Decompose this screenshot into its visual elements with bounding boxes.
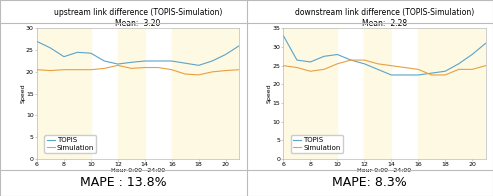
- TOPIS: [128, 61, 134, 64]
- Simulation: [415, 68, 421, 71]
- TOPIS: [182, 62, 188, 64]
- TOPIS: [74, 51, 80, 54]
- Simulation: [375, 63, 381, 65]
- TOPIS: [209, 60, 215, 62]
- Title: upstream link difference (TOPIS-Simulation)
Mean: -3.20: upstream link difference (TOPIS-Simulati…: [54, 8, 222, 28]
- Text: 상행: 상행: [114, 4, 133, 19]
- Simulation: [47, 69, 53, 72]
- Simulation: [61, 69, 67, 71]
- Bar: [37, 28, 91, 159]
- TOPIS: [142, 60, 148, 62]
- Simulation: [348, 59, 354, 61]
- TOPIS: [361, 63, 367, 65]
- TOPIS: [334, 53, 340, 56]
- TOPIS: [34, 40, 40, 43]
- TOPIS: [402, 74, 408, 76]
- TOPIS: [155, 60, 161, 62]
- Simulation: [142, 66, 148, 69]
- Simulation: [155, 66, 161, 69]
- Simulation: [169, 69, 175, 71]
- Line: TOPIS: TOPIS: [283, 36, 486, 75]
- TOPIS: [375, 68, 381, 71]
- Bar: [118, 28, 145, 159]
- TOPIS: [47, 47, 53, 49]
- TOPIS: [88, 52, 94, 54]
- Simulation: [483, 64, 489, 67]
- Simulation: [128, 67, 134, 70]
- Simulation: [281, 64, 286, 67]
- TOPIS: [483, 42, 489, 44]
- Simulation: [402, 66, 408, 69]
- Simulation: [294, 66, 300, 69]
- TOPIS: [456, 63, 461, 65]
- Simulation: [442, 74, 448, 76]
- TOPIS: [308, 61, 314, 63]
- X-axis label: Hour 0:00~24:00: Hour 0:00~24:00: [111, 168, 165, 173]
- Y-axis label: Speed: Speed: [20, 84, 25, 103]
- Simulation: [223, 69, 229, 72]
- Simulation: [456, 68, 461, 71]
- TOPIS: [115, 63, 121, 65]
- Simulation: [321, 68, 327, 71]
- TOPIS: [429, 72, 435, 74]
- Line: Simulation: Simulation: [283, 60, 486, 75]
- TOPIS: [236, 45, 242, 47]
- Y-axis label: Speed: Speed: [267, 84, 272, 103]
- TOPIS: [223, 53, 229, 56]
- Simulation: [102, 67, 107, 70]
- Legend: TOPIS, Simulation: TOPIS, Simulation: [291, 135, 343, 153]
- TOPIS: [61, 55, 67, 58]
- Legend: TOPIS, Simulation: TOPIS, Simulation: [44, 135, 97, 153]
- TOPIS: [169, 60, 175, 62]
- Text: MAPE : 13.8%: MAPE : 13.8%: [80, 176, 167, 189]
- TOPIS: [321, 55, 327, 58]
- Simulation: [388, 64, 394, 67]
- Simulation: [308, 70, 314, 73]
- Simulation: [236, 69, 242, 71]
- Simulation: [361, 59, 367, 61]
- Simulation: [115, 64, 121, 66]
- Simulation: [469, 68, 475, 71]
- Bar: [172, 28, 239, 159]
- Text: MAPE: 8.3%: MAPE: 8.3%: [332, 176, 407, 189]
- Simulation: [182, 73, 188, 75]
- Simulation: [196, 74, 202, 76]
- Bar: [364, 28, 391, 159]
- TOPIS: [348, 59, 354, 61]
- TOPIS: [388, 74, 394, 76]
- TOPIS: [102, 60, 107, 62]
- X-axis label: Hour 0:00~24:00: Hour 0:00~24:00: [357, 168, 412, 173]
- Simulation: [34, 69, 40, 71]
- TOPIS: [415, 74, 421, 76]
- Simulation: [209, 71, 215, 73]
- Line: Simulation: Simulation: [37, 65, 239, 75]
- TOPIS: [294, 59, 300, 61]
- Title: downstream link difference (TOPIS-Simulation)
Mean: -2.28: downstream link difference (TOPIS-Simula…: [295, 8, 474, 28]
- Simulation: [334, 63, 340, 65]
- Line: TOPIS: TOPIS: [37, 42, 239, 65]
- Bar: [418, 28, 486, 159]
- TOPIS: [442, 70, 448, 73]
- TOPIS: [196, 64, 202, 66]
- Simulation: [74, 69, 80, 71]
- TOPIS: [281, 35, 286, 37]
- Simulation: [429, 74, 435, 76]
- Simulation: [88, 69, 94, 71]
- TOPIS: [469, 53, 475, 56]
- Text: 하행: 하행: [360, 4, 379, 19]
- Bar: [283, 28, 337, 159]
